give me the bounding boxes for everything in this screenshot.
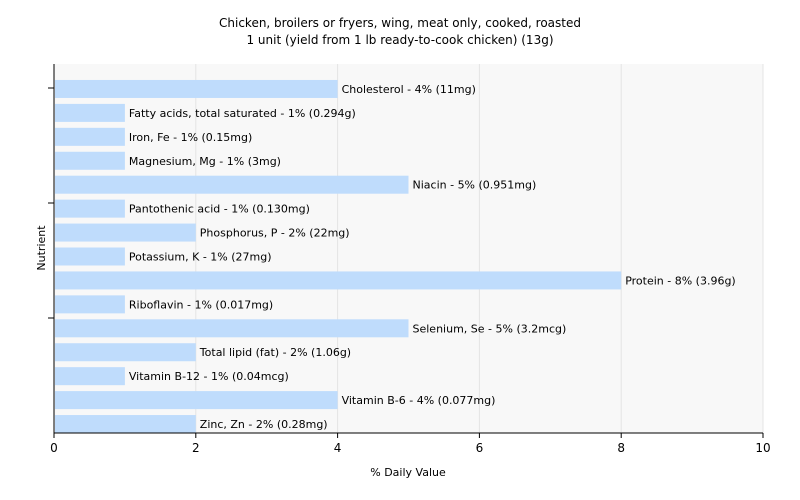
gridlines [195,64,764,433]
bar-label: Zinc, Zn - 2% (0.28mg) [200,418,328,431]
bar-label: Protein - 8% (3.96g) [625,274,736,287]
bar-label: Pantothenic acid - 1% (0.130mg) [129,203,310,216]
bar [55,199,125,218]
x-axis-title: % Daily Value [370,466,446,479]
bar-label: Magnesium, Mg - 1% (3mg) [129,155,281,168]
bar-label: Iron, Fe - 1% (0.15mg) [129,131,252,144]
bar [55,415,196,434]
bars [55,79,622,434]
bar [55,79,338,98]
bar [55,295,125,314]
chart-title: Chicken, broilers or fryers, wing, meat … [219,16,581,30]
x-tick-label: 2 [192,441,200,455]
bar [55,343,196,362]
plot-area [54,64,763,433]
bar-label: Fatty acids, total saturated - 1% (0.294… [129,107,356,120]
bar-label: Riboflavin - 1% (0.017mg) [129,298,273,311]
bar [55,103,125,122]
bar-label: Potassium, K - 1% (27mg) [129,251,272,264]
bar [55,271,622,290]
bar-label: Niacin - 5% (0.951mg) [413,179,537,192]
bar [55,223,196,242]
bar-label: Cholesterol - 4% (11mg) [342,83,476,96]
x-tick-label: 6 [476,441,484,455]
plot-background [54,64,763,433]
bar [55,175,409,194]
bar-labels: Cholesterol - 4% (11mg) Fatty acids, tota… [129,83,736,431]
bar [55,151,125,170]
x-tick-labels: 0 2 4 6 8 10 [50,441,770,455]
axes [48,64,764,438]
bar-label: Total lipid (fat) - 2% (1.06g) [199,346,351,359]
bar [55,319,409,338]
bar-label: Vitamin B-6 - 4% (0.077mg) [342,394,496,407]
bar-label: Vitamin B-12 - 1% (0.04mcg) [129,370,289,383]
bar-label: Phosphorus, P - 2% (22mg) [200,227,350,240]
bar [55,127,125,146]
y-axis-title: Nutrient [35,225,48,271]
chart-subtitle: 1 unit (yield from 1 lb ready-to-cook ch… [246,33,553,47]
bar-label: Selenium, Se - 5% (3.2mcg) [413,322,567,335]
x-tick-label: 10 [755,441,770,455]
x-tick-label: 0 [50,441,58,455]
bar [55,247,125,266]
bar [55,367,125,386]
x-tick-label: 8 [617,441,625,455]
x-tick-label: 4 [334,441,342,455]
bar [55,391,338,410]
